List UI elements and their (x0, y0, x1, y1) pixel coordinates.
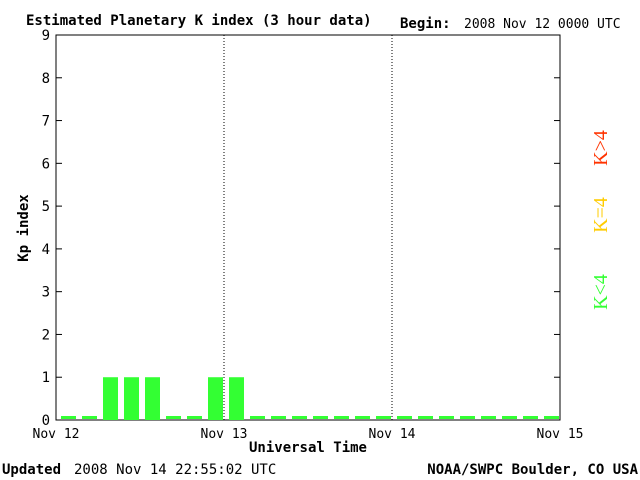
x-axis: Nov 12 Nov 13 Nov 14 Nov 15 (33, 427, 584, 442)
kp-bar (250, 416, 265, 419)
kp-bar (523, 416, 538, 419)
kp-bar (271, 416, 286, 419)
kp-bar (208, 377, 223, 420)
begin-label: Begin: (400, 16, 451, 32)
y-axis: 0 1 2 3 4 5 6 7 8 9 (42, 28, 560, 429)
x-axis-title: Universal Time (249, 440, 367, 456)
y-tick-label: 2 (42, 327, 50, 343)
updated-value: 2008 Nov 14 22:55:02 UTC (74, 462, 276, 478)
plot-frame (55, 34, 561, 421)
y-tick-label: 8 (42, 71, 50, 87)
legend: K>4 K=4 K<4 (590, 130, 612, 310)
y-tick-label: 5 (42, 199, 50, 215)
kp-bar (397, 416, 412, 419)
legend-entry: K>4 (590, 130, 612, 166)
legend-entry: K<4 (590, 274, 612, 310)
kp-bar (418, 416, 433, 419)
kp-bar (229, 377, 244, 420)
x-tick-label: Nov 12 (33, 427, 80, 442)
kp-bar (187, 416, 202, 419)
legend-entry: K=4 (590, 197, 612, 233)
day-dividers (223, 35, 393, 420)
chart-title: Estimated Planetary K index (3 hour data… (26, 13, 372, 29)
kp-bar (334, 416, 349, 419)
y-tick-label: 3 (42, 285, 50, 301)
kp-bar (502, 416, 517, 419)
y-axis-title: Kp index (16, 194, 32, 262)
kp-bar (376, 416, 391, 419)
kp-bar (460, 416, 475, 419)
x-tick-label: Nov 15 (537, 427, 584, 442)
source-credit: NOAA/SWPC Boulder, CO USA (427, 462, 638, 478)
kp-bar (103, 377, 118, 420)
kp-bars (61, 377, 559, 420)
kp-bar (124, 377, 139, 420)
updated-label: Updated (2, 462, 61, 478)
kp-bar (61, 416, 76, 419)
kp-bar (544, 416, 559, 419)
kp-bar (313, 416, 328, 419)
kp-bar (481, 416, 496, 419)
y-tick-label: 0 (42, 413, 50, 429)
y-tick-label: 6 (42, 156, 50, 172)
x-tick-label: Nov 14 (369, 427, 416, 442)
kp-bar (82, 416, 97, 419)
y-tick-label: 9 (42, 28, 50, 44)
y-tick-label: 4 (42, 242, 50, 258)
begin-value: 2008 Nov 12 0000 UTC (464, 17, 621, 32)
y-tick-label: 7 (42, 114, 50, 130)
kp-bar (439, 416, 454, 419)
kp-bar (166, 416, 181, 419)
kp-bar (145, 377, 160, 420)
kp-bar (355, 416, 370, 419)
x-tick-label: Nov 13 (201, 427, 248, 442)
kp-bar (292, 416, 307, 419)
y-tick-label: 1 (42, 370, 50, 386)
